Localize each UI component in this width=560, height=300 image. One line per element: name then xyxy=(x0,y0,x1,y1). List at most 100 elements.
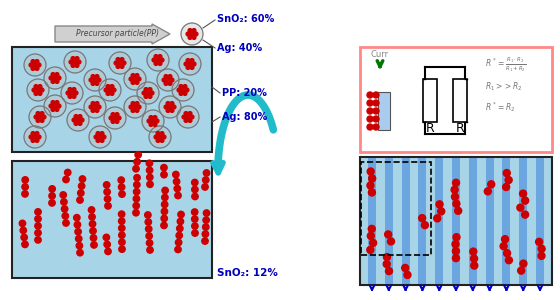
Circle shape xyxy=(119,232,125,238)
Circle shape xyxy=(35,139,39,142)
Circle shape xyxy=(38,85,42,88)
Circle shape xyxy=(33,63,37,67)
Circle shape xyxy=(520,190,526,197)
Bar xyxy=(12,161,212,278)
Circle shape xyxy=(57,76,61,80)
Circle shape xyxy=(453,234,460,241)
Circle shape xyxy=(388,238,394,245)
Circle shape xyxy=(135,81,139,84)
Circle shape xyxy=(133,77,137,81)
Circle shape xyxy=(147,181,153,188)
Circle shape xyxy=(22,177,29,183)
Circle shape xyxy=(97,105,101,109)
Circle shape xyxy=(104,182,110,188)
Circle shape xyxy=(133,202,139,209)
Text: $R^* = R_2$: $R^* = R_2$ xyxy=(485,100,516,114)
Circle shape xyxy=(175,192,181,199)
Circle shape xyxy=(64,169,71,176)
Circle shape xyxy=(37,135,41,139)
Circle shape xyxy=(80,118,84,122)
Circle shape xyxy=(154,55,158,59)
Circle shape xyxy=(95,75,99,78)
Circle shape xyxy=(114,61,118,65)
Circle shape xyxy=(76,236,82,242)
Circle shape xyxy=(129,105,133,109)
Circle shape xyxy=(146,167,153,173)
Circle shape xyxy=(192,36,196,39)
Circle shape xyxy=(95,102,99,105)
Bar xyxy=(378,92,390,130)
Circle shape xyxy=(203,210,210,216)
Bar xyxy=(360,47,552,152)
Circle shape xyxy=(31,67,35,70)
Circle shape xyxy=(131,109,135,112)
Circle shape xyxy=(168,82,172,86)
Circle shape xyxy=(78,190,84,196)
Bar xyxy=(452,158,460,284)
Circle shape xyxy=(113,116,117,120)
Circle shape xyxy=(33,135,37,139)
Text: $R_1 >> R_2$: $R_1 >> R_2$ xyxy=(485,81,523,93)
Circle shape xyxy=(203,224,209,230)
Circle shape xyxy=(104,196,111,202)
Circle shape xyxy=(75,64,79,68)
Circle shape xyxy=(74,91,78,95)
Circle shape xyxy=(51,108,55,111)
Text: Ag: 40%: Ag: 40% xyxy=(217,43,262,53)
Circle shape xyxy=(84,96,106,118)
Circle shape xyxy=(119,225,125,231)
Circle shape xyxy=(24,54,46,76)
Bar xyxy=(12,47,212,152)
Circle shape xyxy=(203,177,209,183)
Circle shape xyxy=(72,118,76,122)
Circle shape xyxy=(164,75,168,78)
Circle shape xyxy=(161,164,167,171)
Circle shape xyxy=(505,176,512,184)
Circle shape xyxy=(115,112,119,116)
Circle shape xyxy=(134,175,140,181)
Circle shape xyxy=(521,211,529,218)
Circle shape xyxy=(49,76,53,80)
Circle shape xyxy=(538,252,545,259)
Circle shape xyxy=(55,100,59,104)
Circle shape xyxy=(135,109,139,112)
Circle shape xyxy=(131,81,135,84)
Circle shape xyxy=(166,102,170,105)
Circle shape xyxy=(185,88,189,92)
Circle shape xyxy=(116,64,120,68)
Circle shape xyxy=(122,61,126,65)
Circle shape xyxy=(88,207,95,213)
Circle shape xyxy=(160,132,164,135)
Circle shape xyxy=(367,232,374,239)
Circle shape xyxy=(96,139,100,142)
Circle shape xyxy=(535,238,543,245)
Circle shape xyxy=(176,225,183,232)
Circle shape xyxy=(135,74,139,77)
Circle shape xyxy=(129,77,133,81)
Bar xyxy=(418,158,426,284)
Bar xyxy=(502,158,510,284)
Circle shape xyxy=(62,213,68,219)
Circle shape xyxy=(91,102,95,105)
Circle shape xyxy=(31,139,35,142)
Circle shape xyxy=(72,94,76,98)
Circle shape xyxy=(186,66,190,69)
Circle shape xyxy=(95,109,99,112)
Circle shape xyxy=(109,116,113,120)
Circle shape xyxy=(104,241,110,248)
Bar xyxy=(486,158,493,284)
Circle shape xyxy=(35,209,41,215)
Circle shape xyxy=(183,92,187,95)
Circle shape xyxy=(70,91,74,95)
Circle shape xyxy=(156,58,160,62)
Circle shape xyxy=(367,124,373,130)
Circle shape xyxy=(35,223,41,229)
Circle shape xyxy=(188,62,192,66)
Circle shape xyxy=(96,132,100,135)
Circle shape xyxy=(188,112,192,116)
Circle shape xyxy=(144,88,148,92)
Circle shape xyxy=(111,112,115,116)
Circle shape xyxy=(176,232,183,239)
Circle shape xyxy=(453,200,460,207)
Circle shape xyxy=(137,77,141,81)
